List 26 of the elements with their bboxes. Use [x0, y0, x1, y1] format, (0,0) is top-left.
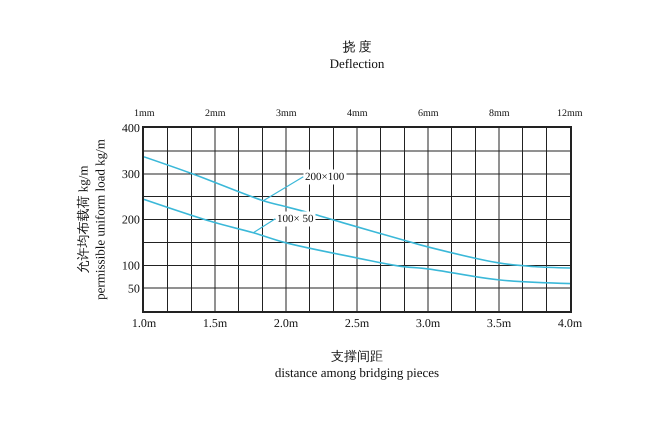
line-series — [144, 156, 570, 269]
x-tick-label: 1.0m — [132, 316, 157, 330]
line-series — [144, 198, 570, 284]
x-tick-label: 3.5m — [486, 316, 512, 330]
annotation: 100× 50 — [277, 213, 314, 225]
x-tick-label: 3.0m — [416, 316, 441, 330]
text: 1mm — [134, 108, 155, 119]
chart-title: 挠 度 Deflection — [330, 39, 385, 72]
text: 6mm — [418, 108, 439, 119]
y-tick-label: 400 — [122, 121, 140, 136]
x-axis-title: 支撑间距 distance among bridging pieces — [274, 348, 440, 380]
y-tick-label: 200 — [122, 212, 140, 227]
annotation: 200×100 — [305, 171, 345, 183]
y-tick-label: 100 — [122, 258, 140, 272]
y-tick-label: 50 — [128, 281, 140, 296]
text: 4mm — [347, 108, 368, 119]
text: 8mm — [489, 108, 510, 119]
x-tick-label: 4.0m — [558, 316, 583, 330]
y-axis-title: 允许均布载荷 kg/m permissible uniform load kg/m — [75, 139, 108, 300]
text: 12mm — [557, 108, 583, 119]
x-tick-label: 1.5m — [202, 316, 228, 330]
y-tick-label: 300 — [122, 166, 140, 181]
x-tick-label: 2.5m — [344, 316, 370, 330]
x-tick-label: 2.0m — [274, 316, 299, 330]
text: 3mm — [276, 108, 297, 119]
text: 2mm — [205, 108, 226, 119]
